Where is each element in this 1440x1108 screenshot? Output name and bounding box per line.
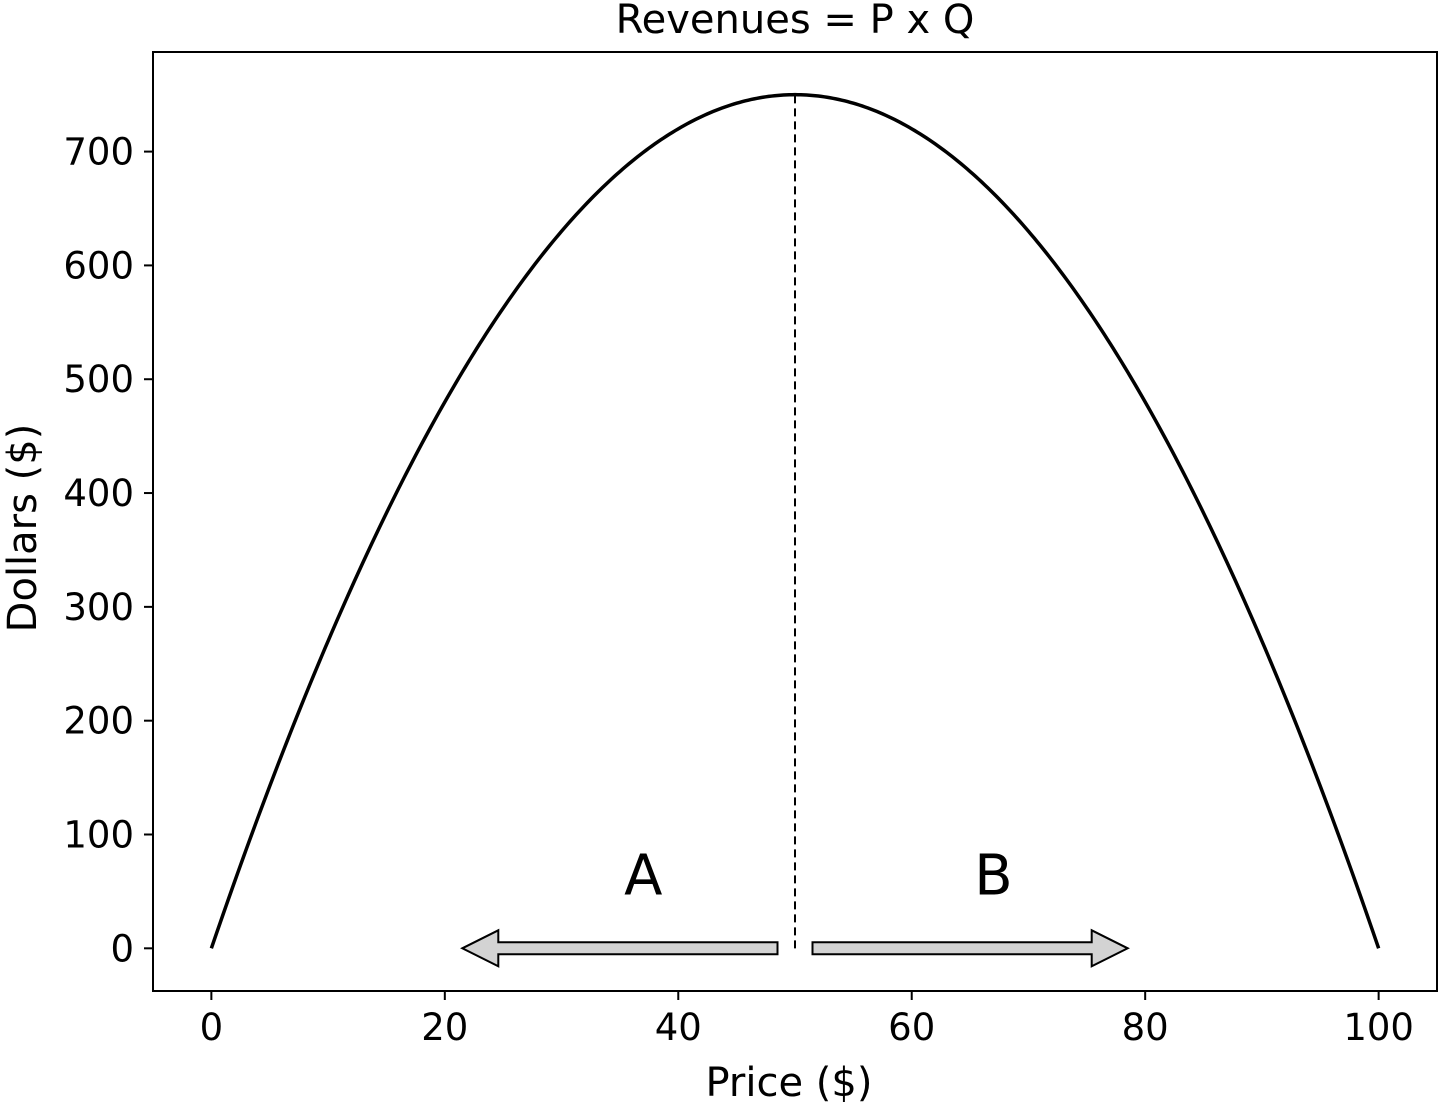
x-tick-label: 40 [655,1006,702,1049]
y-tick-label: 200 [63,700,134,743]
x-tick-label: 80 [1122,1006,1169,1049]
y-tick-label: 500 [63,358,134,401]
y-tick-label: 0 [110,927,134,970]
arrow-b [813,930,1128,966]
y-tick-label: 300 [63,586,134,629]
y-tick-label: 600 [63,244,134,287]
annotation-label: B [974,843,1012,908]
y-tick-label: 100 [63,814,134,857]
x-tick-label: 0 [200,1006,224,1049]
chart-title: Revenues = P x Q [616,0,975,43]
annotation-label: A [624,843,662,908]
x-tick-label: 100 [1343,1006,1414,1049]
y-tick-label: 400 [63,472,134,515]
y-axis-label: Dollars ($) [0,424,46,633]
plot-area: 0 20 40 60 80 100 0 100 200 300 400 500 600 700 A B [63,52,1437,1049]
y-tick-label: 700 [63,131,134,174]
x-axis-label: Price ($) [706,1060,873,1104]
arrow-a [462,930,777,966]
x-tick-label: 60 [888,1006,935,1049]
revenue-curve [211,95,1378,949]
x-tick-label: 20 [421,1006,468,1049]
